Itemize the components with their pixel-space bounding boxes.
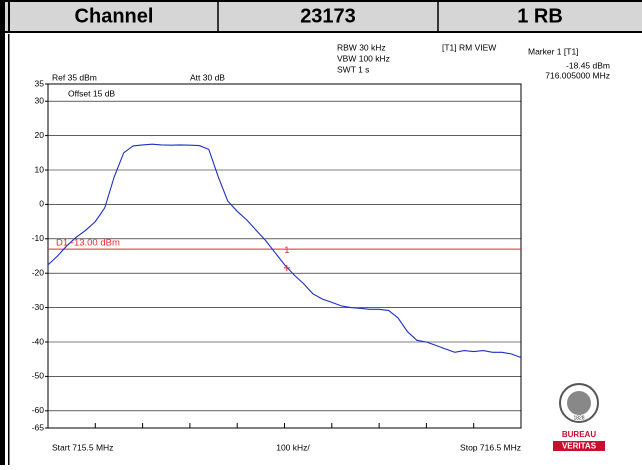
header-cell: 1 RB: [517, 5, 563, 27]
setting: Offset 15 dB: [68, 88, 115, 98]
y-tick-label: -30: [32, 302, 45, 312]
left-border: [0, 0, 5, 465]
start-label: Start 715.5 MHz: [52, 442, 113, 452]
y-tick-label: -60: [32, 405, 45, 415]
logo-text: VERITAS: [562, 442, 597, 451]
logo-band: [553, 441, 605, 451]
marker: [283, 264, 290, 271]
logo-year: 1828: [573, 415, 584, 421]
header-bg: [0, 0, 642, 32]
y-tick-label: 20: [35, 130, 45, 140]
marker-freq: 716.005000 MHz: [545, 70, 610, 80]
y-tick-label: -10: [32, 233, 45, 243]
setting: VBW 100 kHz: [337, 53, 390, 63]
y-tick-label: -65: [32, 422, 45, 432]
left-border: [8, 34, 10, 465]
y-tick-label: 35: [35, 78, 45, 88]
left-border: [8, 0, 10, 32]
stop-label: Stop 716.5 MHz: [460, 442, 521, 452]
header-cell: Channel: [75, 5, 154, 27]
marker-level: -18.45 dBm: [566, 60, 610, 70]
span-label: 100 kHz/: [276, 442, 310, 452]
y-tick-label: -40: [32, 336, 45, 346]
setting: Att 30 dB: [190, 72, 225, 82]
setting: [T1] RM VIEW: [442, 42, 496, 52]
trace: [47, 143, 522, 359]
logo-seal: [567, 391, 591, 415]
y-tick-label: -20: [32, 267, 45, 277]
marker-label: 1: [284, 245, 289, 255]
marker-title: Marker 1 [T1]: [528, 46, 579, 56]
threshold-label: D1 -13.00 dBm: [56, 238, 120, 249]
logo-text: BUREAU: [562, 430, 596, 439]
y-tick-label: -50: [32, 371, 45, 381]
y-tick-label: 10: [35, 164, 45, 174]
logo: 1828 BUREAU VERITAS: [553, 383, 605, 451]
header-cell: 23173: [300, 5, 356, 27]
setting: SWT 1 s: [337, 64, 369, 74]
setting: RBW 30 kHz: [337, 42, 386, 52]
y-tick-label: 30: [35, 95, 45, 105]
y-tick-label: 0: [39, 199, 44, 209]
setting: Ref 35 dBm: [52, 72, 97, 82]
